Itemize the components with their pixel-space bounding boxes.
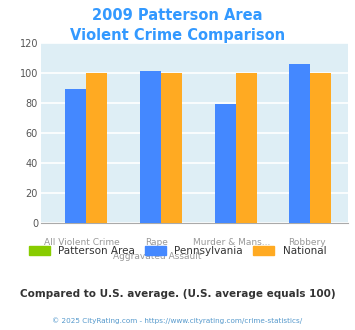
Text: Murder & Mans...: Murder & Mans... xyxy=(193,238,271,247)
Text: Robbery: Robbery xyxy=(288,238,326,247)
Legend: Patterson Area, Pennsylvania, National: Patterson Area, Pennsylvania, National xyxy=(24,242,331,260)
Bar xyxy=(86,73,107,223)
Text: Rape: Rape xyxy=(146,238,168,247)
Bar xyxy=(214,104,236,223)
Bar xyxy=(236,73,257,223)
Text: All Violent Crime: All Violent Crime xyxy=(44,238,120,247)
Bar xyxy=(289,64,311,223)
Bar xyxy=(65,89,86,223)
Text: 2009 Patterson Area: 2009 Patterson Area xyxy=(92,8,263,23)
Bar xyxy=(161,73,182,223)
Text: Compared to U.S. average. (U.S. average equals 100): Compared to U.S. average. (U.S. average … xyxy=(20,289,335,299)
Text: © 2025 CityRating.com - https://www.cityrating.com/crime-statistics/: © 2025 CityRating.com - https://www.city… xyxy=(53,317,302,324)
Text: Violent Crime Comparison: Violent Crime Comparison xyxy=(70,28,285,43)
Bar xyxy=(140,71,161,223)
Bar xyxy=(311,73,332,223)
Text: Aggravated Assault: Aggravated Assault xyxy=(113,252,201,261)
